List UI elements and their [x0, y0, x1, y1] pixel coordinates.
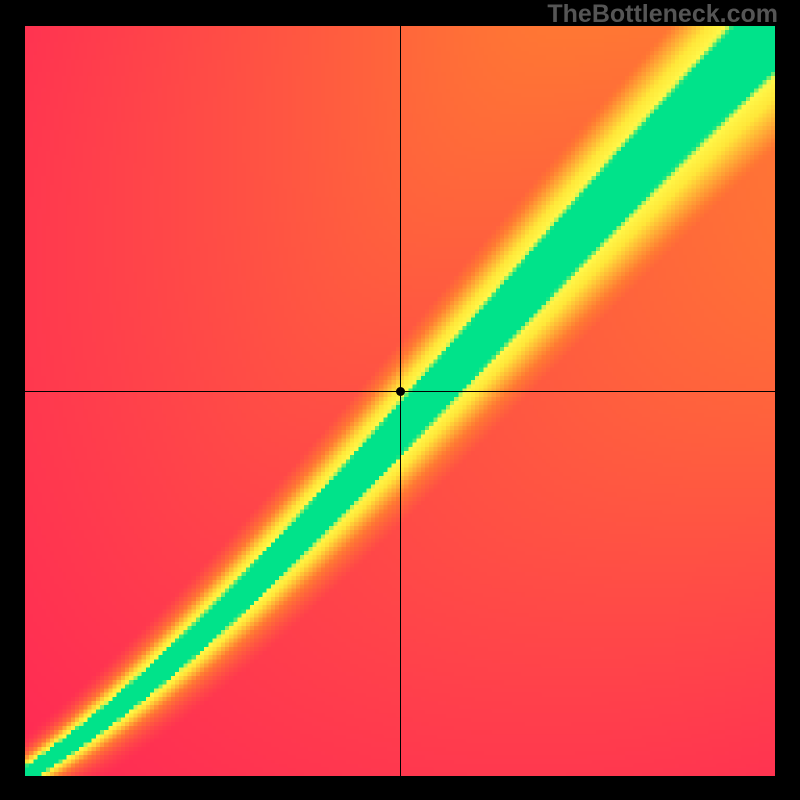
crosshair-point	[396, 387, 405, 396]
crosshair-vertical	[400, 26, 401, 776]
chart-container: TheBottleneck.com	[0, 0, 800, 800]
watermark-label: TheBottleneck.com	[547, 0, 778, 29]
